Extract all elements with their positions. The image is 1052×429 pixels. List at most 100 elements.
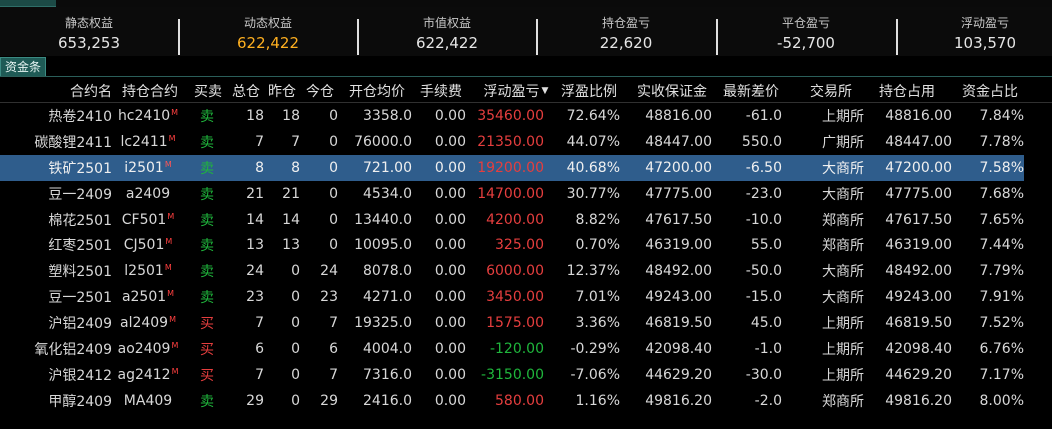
contract-code-text: MA409 [123, 392, 173, 409]
avg-open-price: 8078.0 [338, 258, 412, 284]
pnl-ratio: -0.29% [544, 336, 620, 362]
position-occupy-text: 44629.20 [885, 366, 952, 383]
table-row[interactable]: 碳酸锂2411 lc2411 M 卖 7 7 0 76000.0 0.00 21350.00 44.… [0, 129, 1052, 155]
latest-diff: 550.0 [712, 129, 782, 155]
fee: 0.00 [412, 129, 466, 155]
side-text: 卖 [200, 160, 214, 177]
latest-diff-text: -23.0 [745, 185, 782, 202]
table-row[interactable]: 甲醇2409 MA409 卖 29 0 29 2416.0 0.00 580.00 1.16% 49… [0, 388, 1052, 414]
summary-cell: 市值权益 622,422 [367, 15, 527, 55]
hdr-today[interactable]: 今仓 [302, 79, 338, 102]
total-position: 23 [228, 284, 264, 310]
hdr-margin[interactable]: 实收保证金 [626, 79, 718, 102]
latest-diff: -10.0 [712, 207, 782, 233]
margin-text: 46819.50 [645, 315, 712, 332]
table-row[interactable]: 氧化铝2409 ao2409 M 买 6 0 6 4004.0 0.00 -120.00 -0.29… [0, 336, 1052, 362]
contract-code: hc2410 M [114, 103, 182, 129]
contract-name: 甲醇2409 [0, 388, 112, 414]
table-row[interactable]: 热卷2410 hc2410 M 卖 18 18 0 3358.0 0.00 35460.00 72.… [0, 103, 1052, 129]
side: 卖 [186, 155, 228, 181]
float-pnl-text: 4200.00 [486, 211, 544, 228]
hdr-pnl-ratio[interactable]: 浮盈比例 [554, 79, 624, 102]
side-text: 买 [200, 316, 214, 333]
avg-open-price-text: 19325.0 [354, 315, 412, 332]
margin-flag-badge: M [164, 263, 172, 273]
summary-label: 静态权益 [64, 16, 113, 30]
fund-share: 8.00% [952, 388, 1024, 414]
yesterday-position: 13 [264, 232, 300, 258]
fund-tab[interactable]: 资金条 [0, 57, 47, 77]
float-pnl-text: 14700.00 [477, 185, 544, 202]
side-text: 卖 [200, 134, 214, 151]
hdr-avg-price[interactable]: 开仓均价 [340, 79, 414, 102]
table-row[interactable]: 铁矿2501 i2501 M 卖 8 8 0 721.00 0.00 19200.00 40.68%… [0, 154, 1024, 181]
side-text: 卖 [200, 264, 214, 281]
hdr-contract-code[interactable]: 持仓合约 [116, 79, 184, 102]
contract-name-text: 氧化铝2409 [34, 341, 112, 358]
avg-open-price-text: 10095.0 [354, 237, 412, 254]
margin-flag-badge: M [165, 237, 173, 247]
fund-share: 7.79% [952, 258, 1024, 284]
hdr-float-pnl[interactable]: 浮动盈亏 ▼ [472, 79, 560, 102]
total-position: 7 [228, 310, 264, 336]
total-position-text: 14 [246, 211, 264, 228]
side: 买 [186, 310, 228, 336]
pnl-ratio-text: 7.01% [575, 289, 620, 306]
table-row[interactable]: 沪铝2409 al2409 M 买 7 0 7 19325.0 0.00 1575.00 3.36%… [0, 310, 1052, 336]
table-row[interactable]: 豆一2409 a2409 卖 21 21 0 4534.0 0.00 14700.00 30.77… [0, 181, 1052, 207]
latest-diff: 55.0 [712, 232, 782, 258]
contract-name-text: 铁矿2501 [48, 160, 112, 177]
yesterday-position: 0 [264, 310, 300, 336]
table-row[interactable]: 棉花2501 CF501 M 卖 14 14 0 13440.0 0.00 4200.00 8.82… [0, 207, 1052, 233]
position-occupy: 47775.00 [864, 181, 952, 207]
margin-flag-badge: M [171, 108, 179, 117]
table-row[interactable]: 豆一2501 a2501 M 卖 23 0 23 4271.0 0.00 3450.00 7.01%… [0, 284, 1052, 310]
hdr-side[interactable]: 买卖 [188, 79, 228, 102]
hdr-occupy[interactable]: 持仓占用 [862, 79, 952, 102]
hdr-fund-share[interactable]: 资金占比 [954, 79, 1026, 102]
hdr-total[interactable]: 总仓 [228, 79, 264, 102]
today-position-text: 29 [320, 392, 338, 409]
hdr-exchange[interactable]: 交易所 [796, 79, 866, 102]
latest-diff: -23.0 [712, 181, 782, 207]
margin-text: 47617.50 [645, 211, 712, 228]
table-row[interactable]: 沪银2412 ag2412 M 买 7 0 7 7316.0 0.00 -3150.00 -7.06… [0, 362, 1052, 388]
avg-open-price: 4004.0 [338, 336, 412, 362]
total-position-text: 7 [255, 315, 264, 332]
pnl-ratio: 44.07% [544, 129, 620, 155]
total-position-text: 29 [246, 392, 264, 409]
margin-text: 44629.20 [645, 366, 712, 383]
table-row[interactable]: 塑料2501 l2501 M 卖 24 0 24 8078.0 0.00 6000.00 12.37… [0, 258, 1052, 284]
yesterday-position-text: 14 [282, 211, 300, 228]
pnl-ratio: -7.06% [544, 362, 620, 388]
today-position-text: 24 [320, 263, 338, 280]
hdr-yesterday[interactable]: 昨仓 [264, 79, 300, 102]
fund-share-text: 7.91% [979, 289, 1024, 306]
top-tab[interactable] [0, 0, 56, 7]
header-label: 合约名 [70, 83, 112, 100]
avg-open-price-text: 7316.0 [363, 366, 412, 383]
table-row[interactable]: 红枣2501 CJ501 M 卖 13 13 0 10095.0 0.00 325.00 0.70%… [0, 232, 1052, 258]
summary-label: 平仓盈亏 [781, 16, 830, 30]
hdr-latest-diff[interactable]: 最新差价 [716, 79, 786, 102]
total-position-text: 13 [246, 237, 264, 254]
pnl-ratio-text: 8.82% [575, 211, 620, 228]
hdr-contract-name[interactable]: 合约名 [0, 79, 112, 102]
total-position-text: 8 [255, 159, 264, 176]
header-label: 实收保证金 [637, 83, 707, 100]
fund-tab-underline [0, 76, 1052, 77]
today-position-text: 0 [329, 159, 338, 176]
total-position-text: 7 [255, 366, 264, 383]
avg-open-price: 10095.0 [338, 232, 412, 258]
pnl-ratio: 30.77% [544, 181, 620, 207]
hdr-fee[interactable]: 手续费 [414, 79, 468, 102]
sort-desc-icon[interactable]: ▼ [541, 85, 549, 96]
fee: 0.00 [412, 336, 466, 362]
fund-share-text: 6.76% [979, 340, 1024, 357]
fund-share-text: 8.00% [979, 392, 1024, 409]
yesterday-position: 0 [264, 388, 300, 414]
account-summary: 静态权益 653,253 动态权益 622,422 市值权益 622,422 持仓盈亏 22,… [0, 7, 1052, 56]
margin-flag-badge: M [171, 366, 179, 376]
float-pnl-text: 325.00 [495, 237, 544, 254]
fund-share: 7.44% [952, 232, 1024, 258]
